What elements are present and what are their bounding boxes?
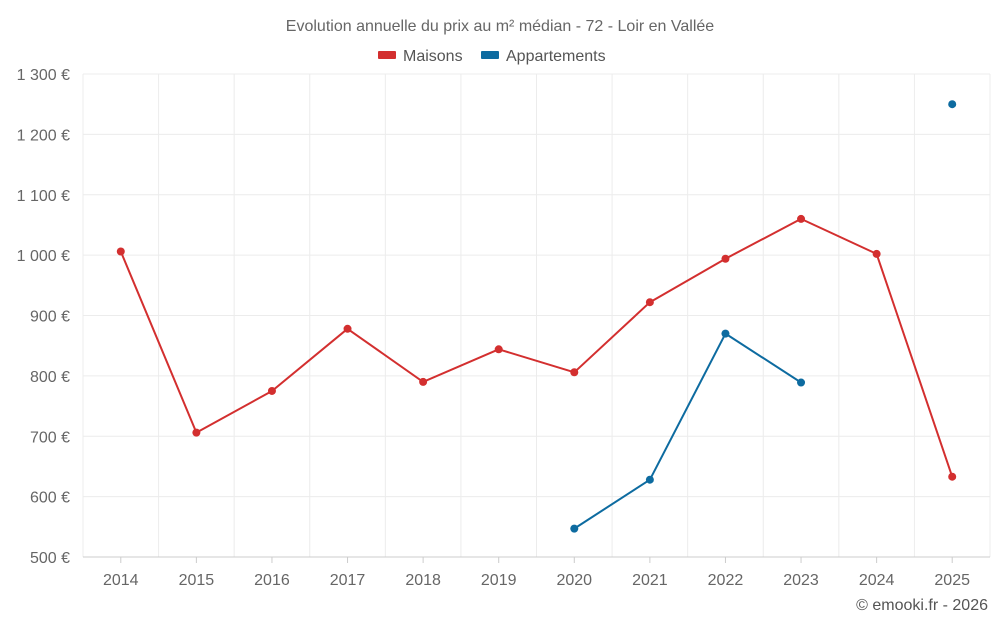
data-point-maisons-2024[interactable] [872,249,881,258]
y-tick-label: 800 € [30,369,70,386]
y-tick-label: 600 € [30,490,70,507]
x-tick-label: 2020 [556,572,592,589]
data-point-appartements-2020[interactable] [570,524,579,533]
chart-title: Evolution annuelle du prix au m² médian … [286,18,714,35]
y-tick-label: 900 € [30,309,70,326]
legend-swatch-maisons [378,51,396,59]
x-tick-label: 2019 [481,572,517,589]
data-point-maisons-2025[interactable] [948,472,957,481]
y-tick-label: 1 000 € [17,248,70,265]
x-tick-label: 2024 [859,572,895,589]
y-tick-label: 1 200 € [17,127,70,144]
y-axis: 500 € 600 € 700 € 800 € 900 € 1 000 € 1 100 € 1… [17,67,70,567]
data-point-appartements-2025[interactable] [948,100,957,109]
data-point-maisons-2023[interactable] [797,214,806,223]
x-axis: 2014 2015 2016 2017 2018 2019 2020 2021 2022 2023… [83,556,990,589]
data-point-maisons-2016[interactable] [267,386,276,395]
data-point-maisons-2020[interactable] [570,368,579,377]
legend-swatch-appartements [481,51,499,59]
series-line-maisons [119,217,954,478]
credit-text: © emooki.fr - 2026 [856,597,988,614]
data-point-appartements-2023[interactable] [797,378,806,387]
x-tick-label: 2025 [934,572,970,589]
y-tick-label: 500 € [30,550,70,567]
x-tick-label: 2023 [783,572,819,589]
data-point-maisons-2018[interactable] [419,377,428,386]
legend-label-maisons: Maisons [403,48,463,65]
x-tick-label: 2014 [103,572,139,589]
x-tick-label: 2016 [254,572,290,589]
data-point-maisons-2022[interactable] [721,254,730,263]
legend-label-appartements: Appartements [506,48,606,65]
data-point-maisons-2014[interactable] [116,247,125,256]
data-point-maisons-2019[interactable] [494,345,503,354]
data-point-maisons-2017[interactable] [343,324,352,333]
legend-item-appartements[interactable]: Appartements [481,48,606,65]
y-tick-label: 1 300 € [17,67,70,84]
grid [82,73,991,557]
x-tick-label: 2017 [330,572,366,589]
data-point-maisons-2021[interactable] [645,298,654,307]
legend-item-maisons[interactable]: Maisons [378,48,463,65]
x-tick-label: 2015 [179,572,215,589]
series-layer [116,100,957,533]
data-point-appartements-2022[interactable] [721,329,730,338]
x-tick-label: 2022 [708,572,744,589]
y-tick-label: 1 100 € [17,188,70,205]
y-tick-label: 700 € [30,429,70,446]
legend: Maisons Appartements [378,48,606,65]
x-tick-label: 2018 [405,572,441,589]
data-point-maisons-2015[interactable] [192,428,201,437]
x-tick-label: 2021 [632,572,668,589]
data-point-appartements-2021[interactable] [645,475,654,484]
series-line-appartements [573,332,802,530]
